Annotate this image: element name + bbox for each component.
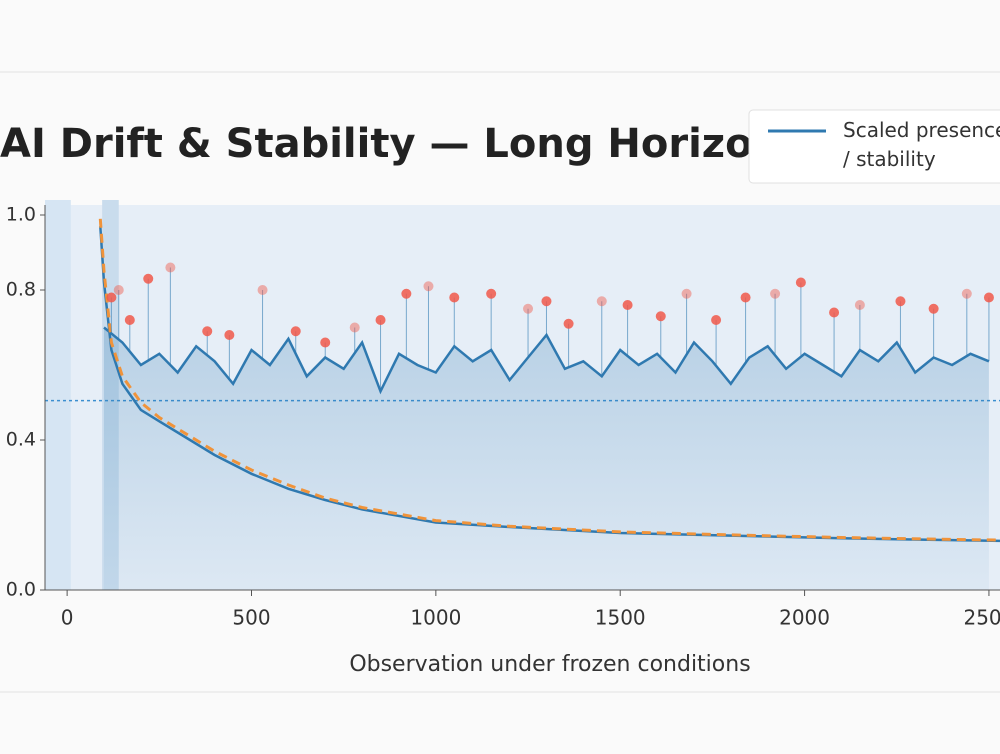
legend-label: Scaled presence / stability	[843, 118, 1000, 171]
point	[961, 288, 972, 299]
point	[165, 262, 176, 273]
point	[401, 288, 412, 299]
point	[740, 292, 751, 303]
point	[523, 303, 534, 314]
x-tick-label: 1500	[595, 606, 646, 630]
point	[449, 292, 460, 303]
x-tick-label: 0	[61, 606, 74, 630]
point	[681, 288, 692, 299]
point	[423, 281, 434, 292]
point	[143, 273, 154, 284]
series-line	[98, 218, 1000, 542]
legend-box	[748, 109, 1000, 184]
x-tick-label: 1000	[410, 606, 461, 630]
y-tick-label: 1.0	[6, 204, 36, 226]
point	[349, 322, 360, 333]
point	[854, 300, 865, 310]
point	[106, 292, 117, 303]
chart-title: AI Drift & Stability — Long Horizons	[0, 121, 805, 167]
x-axis-label: Observation under frozen conditions	[349, 652, 750, 677]
x-tick-label: 2500	[963, 606, 1000, 630]
y-tick-label: 0.4	[6, 429, 36, 451]
point	[541, 296, 552, 307]
point	[795, 277, 806, 288]
point	[563, 318, 574, 329]
y-tick-label: 0.0	[6, 579, 36, 601]
series-line	[99, 226, 1000, 543]
point	[655, 311, 666, 322]
area-fill	[103, 327, 989, 590]
x-tick-label: 2000	[779, 606, 830, 630]
shaded-span	[45, 200, 71, 590]
point	[711, 315, 722, 325]
point	[290, 326, 301, 337]
point	[257, 285, 268, 295]
point	[622, 300, 633, 310]
point	[895, 296, 906, 307]
point	[113, 285, 124, 295]
point	[829, 307, 840, 318]
point	[596, 296, 607, 307]
point	[224, 330, 235, 340]
point	[124, 315, 135, 325]
x-tick-label: 500	[232, 606, 270, 630]
point	[983, 292, 994, 303]
point	[375, 315, 386, 325]
y-tick-label: 0.8	[6, 279, 36, 301]
point	[320, 337, 331, 348]
point	[770, 288, 781, 299]
point	[486, 288, 497, 299]
point	[202, 326, 213, 337]
point	[928, 303, 939, 314]
